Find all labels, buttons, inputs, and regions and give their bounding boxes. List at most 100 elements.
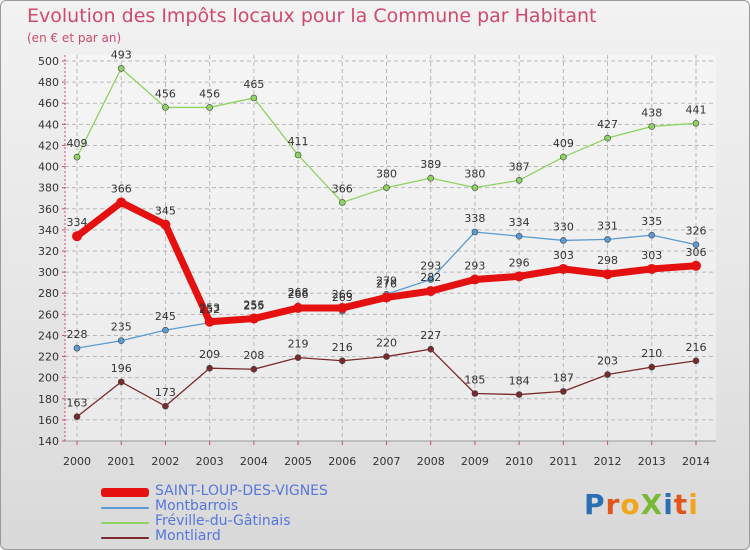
- data-label: 163: [67, 397, 88, 410]
- y-tick-label: 380: [38, 182, 59, 195]
- data-label: 331: [597, 219, 618, 232]
- data-label: 266: [332, 288, 353, 301]
- data-label: 173: [155, 386, 176, 399]
- x-tick-label: 2013: [638, 455, 666, 468]
- x-tick-label: 2007: [373, 455, 401, 468]
- data-point: [250, 94, 258, 102]
- series-lines: [72, 65, 701, 421]
- data-point: [691, 260, 701, 271]
- data-label: 427: [597, 118, 618, 131]
- y-tick-label: 400: [38, 161, 59, 174]
- data-label: 266: [288, 288, 309, 301]
- x-tick-label: 2009: [461, 455, 489, 468]
- data-point: [648, 363, 656, 371]
- x-tick-label: 2000: [63, 455, 91, 468]
- x-tick-label: 2008: [417, 455, 445, 468]
- data-label: 326: [686, 225, 707, 238]
- data-point: [427, 276, 435, 283]
- y-tick-label: 160: [38, 414, 59, 427]
- data-point: [293, 303, 304, 313]
- data-point: [558, 263, 569, 274]
- data-point: [515, 176, 523, 184]
- data-label: 255: [243, 300, 264, 313]
- data-point: [204, 316, 215, 327]
- data-point: [471, 390, 479, 397]
- data-label: 196: [111, 362, 132, 375]
- data-label: 409: [553, 137, 574, 150]
- y-tick-label: 440: [38, 118, 59, 131]
- data-label: 411: [288, 135, 309, 148]
- x-tick-label: 2011: [549, 455, 577, 468]
- data-point: [471, 228, 479, 236]
- data-label: 380: [464, 168, 485, 181]
- data-label: 184: [509, 375, 530, 388]
- data-label: 380: [376, 168, 397, 181]
- data-label: 220: [376, 337, 397, 350]
- data-point: [646, 263, 657, 274]
- x-tick-label: 2012: [594, 455, 622, 468]
- data-label: 335: [641, 215, 662, 228]
- data-label: 210: [641, 347, 662, 360]
- data-label: 296: [509, 256, 530, 269]
- legend-swatch: [101, 522, 149, 524]
- y-tick-label: 480: [38, 76, 59, 89]
- data-point: [427, 345, 435, 353]
- data-label: 298: [597, 254, 618, 267]
- x-tick-label: 2006: [328, 455, 356, 468]
- logo-letter: P: [584, 488, 606, 521]
- x-tick-label: 2005: [284, 455, 312, 468]
- data-label: 279: [376, 274, 397, 287]
- y-tick-label: 260: [38, 308, 59, 321]
- data-point: [383, 353, 390, 360]
- x-tick-label: 2010: [505, 455, 533, 468]
- data-point: [383, 184, 390, 191]
- data-point: [604, 134, 611, 142]
- data-label: 187: [553, 371, 574, 384]
- chart-subtitle: (en € et par an): [27, 31, 122, 45]
- data-label: 263: [332, 291, 353, 304]
- logo-letter: r: [605, 488, 621, 521]
- y-tick-label: 180: [38, 393, 59, 406]
- data-point: [514, 271, 525, 282]
- data-label: 456: [199, 87, 220, 100]
- data-label: 253: [199, 302, 220, 315]
- data-label: 456: [155, 87, 176, 100]
- data-point: [648, 123, 656, 130]
- y-tick-label: 220: [38, 351, 59, 364]
- data-label: 366: [111, 182, 132, 195]
- data-label: 345: [155, 205, 176, 218]
- legend-label: Montliard: [155, 528, 221, 544]
- y-tick-label: 140: [38, 435, 59, 448]
- data-point: [116, 197, 127, 208]
- legend-label: Fréville-du-Gâtinais: [155, 513, 291, 529]
- x-tick-label: 2003: [196, 455, 224, 468]
- legend-label: Montbarrois: [155, 498, 239, 514]
- data-label: 185: [464, 374, 485, 387]
- x-tick-label: 2014: [682, 455, 710, 468]
- data-point: [73, 153, 81, 161]
- data-label: 216: [332, 341, 353, 354]
- legend-label: SAINT-LOUP-DES-VIGNES: [155, 483, 328, 499]
- y-tick-label: 420: [38, 139, 59, 152]
- data-label: 303: [553, 249, 574, 262]
- y-tick-label: 200: [38, 372, 59, 385]
- data-point: [604, 371, 611, 378]
- data-point: [515, 391, 523, 398]
- data-point: [206, 104, 213, 111]
- logo-letter: i: [688, 488, 699, 521]
- y-tick-label: 500: [38, 55, 59, 68]
- y-tick-label: 460: [38, 97, 59, 110]
- data-point: [248, 313, 259, 324]
- data-label: 334: [509, 216, 530, 229]
- data-point: [73, 344, 81, 352]
- axes: 140 160 180 200 220 240 260 280 300 320 340 360 380 4…: [38, 55, 716, 468]
- data-point: [117, 337, 125, 345]
- data-point: [602, 269, 613, 280]
- data-label: 282: [420, 271, 441, 284]
- data-label: 366: [332, 182, 353, 195]
- data-label: 228: [67, 328, 88, 341]
- data-point: [471, 184, 479, 191]
- data-label: 338: [464, 212, 485, 225]
- logo-letter: X: [640, 488, 664, 521]
